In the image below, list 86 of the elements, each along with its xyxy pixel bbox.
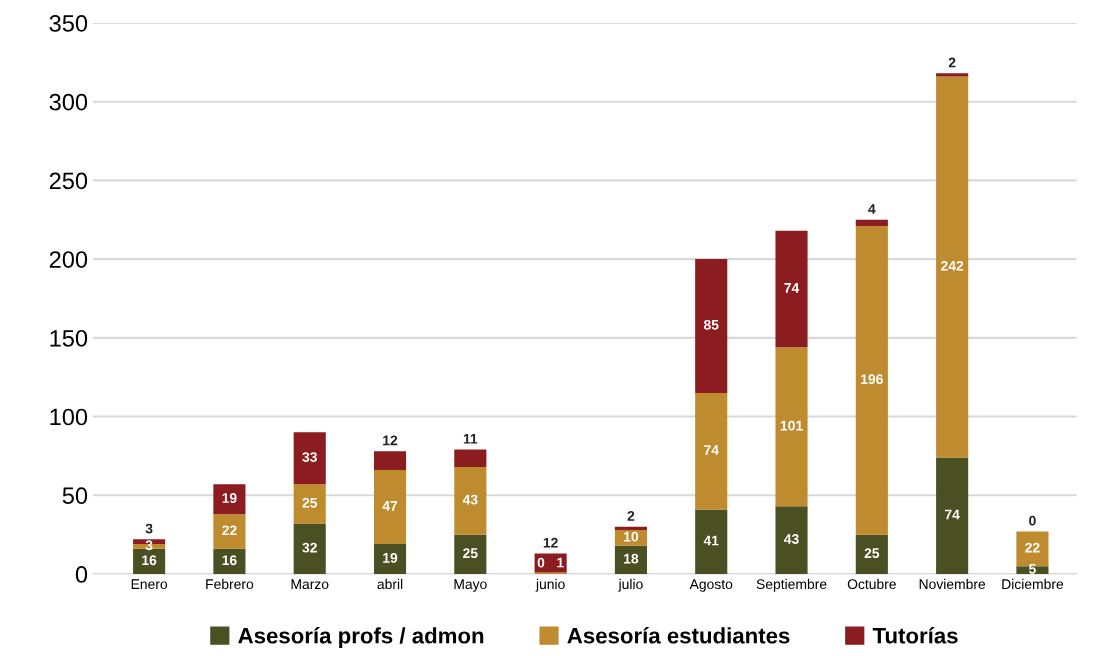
data-label: 18: [624, 553, 639, 564]
data-label: 4: [868, 204, 876, 214]
data-label: 2: [948, 57, 956, 68]
data-label: 33: [302, 452, 317, 463]
bar: [855, 226, 888, 535]
bar: [213, 548, 246, 574]
x-tick-label: Septiembre: [756, 578, 827, 592]
legend-label: Asesoría profs / admon: [238, 627, 484, 648]
data-label: 3: [145, 523, 153, 534]
data-label: 22: [222, 525, 237, 536]
bar: [695, 392, 728, 510]
data-label: 74: [704, 445, 719, 455]
data-label: 43: [784, 534, 799, 544]
data-label: 32: [302, 542, 317, 553]
bar: [614, 526, 647, 530]
x-tick-label: julio: [618, 578, 643, 592]
data-label: 16: [222, 555, 237, 566]
bar: [695, 259, 728, 393]
data-label: 3: [145, 540, 153, 551]
bar: [373, 470, 407, 545]
bar: [775, 230, 808, 348]
bar: [695, 509, 728, 574]
data-label: 41: [703, 535, 719, 546]
data-label: 0: [537, 557, 545, 568]
data-label: 43: [462, 494, 478, 505]
x-tick-label: Febrero: [206, 578, 254, 590]
bar: [454, 534, 487, 574]
x-tick-label: Agosto: [689, 579, 733, 592]
y-tick-label: 250: [49, 172, 88, 190]
bar: [936, 76, 969, 458]
y-tick-label: 0: [75, 566, 88, 583]
data-label: 19: [222, 493, 237, 503]
bar: [454, 466, 487, 535]
bar: [775, 506, 808, 574]
data-label: 22: [1025, 542, 1040, 553]
bar: [293, 523, 326, 574]
bar: [293, 432, 326, 485]
data-label: 74: [784, 283, 800, 293]
data-label: 19: [383, 552, 398, 563]
data-label: 85: [703, 319, 719, 330]
y-tick-label: 50: [62, 487, 88, 505]
bar: [1016, 566, 1049, 574]
bar: [373, 451, 407, 471]
y-tick-label: 100: [50, 408, 88, 426]
bar: [614, 545, 647, 574]
data-label: 196: [861, 374, 883, 385]
y-tick-label: 200: [49, 251, 88, 268]
data-label: 242: [941, 260, 964, 271]
bar: [936, 73, 969, 77]
data-label: 25: [864, 548, 880, 559]
legend-label: Tutorías: [872, 627, 958, 644]
x-tick-label: Enero: [131, 579, 168, 590]
x-tick-label: Noviembre: [919, 578, 986, 590]
x-tick-label: abril: [377, 578, 403, 590]
data-label: 12: [543, 537, 558, 548]
data-label: 10: [624, 531, 639, 542]
data-label: 25: [463, 548, 478, 559]
y-tick-label: 350: [49, 15, 88, 32]
bar: [775, 347, 808, 507]
data-label: 16: [142, 555, 157, 566]
x-tick-label: Octubre: [847, 578, 896, 590]
data-label: 101: [780, 420, 803, 431]
data-label: 74: [945, 509, 960, 520]
x-tick-label: Marzo: [291, 579, 329, 590]
bar: [293, 484, 326, 524]
y-tick-label: 300: [49, 93, 88, 111]
data-label: 1: [557, 557, 564, 568]
x-tick-label: Diciembre: [1002, 578, 1064, 590]
data-label: 11: [463, 434, 478, 444]
legend-label: Asesoría estudiantes: [567, 627, 790, 644]
bar: [373, 544, 407, 574]
x-tick-label: Mayo: [454, 579, 487, 592]
data-label: 12: [383, 435, 398, 446]
bar: [213, 514, 246, 549]
bar: [454, 449, 487, 467]
bar: [855, 219, 888, 227]
x-tick-label: junio: [535, 578, 565, 592]
bar: [213, 484, 246, 515]
data-label: 25: [302, 497, 318, 508]
data-label: 47: [382, 501, 398, 511]
data-label: 5: [1029, 564, 1036, 574]
data-label: 0: [1029, 515, 1036, 526]
bar: [936, 457, 969, 574]
y-tick-label: 150: [50, 329, 88, 347]
data-label: 2: [627, 511, 635, 521]
bar: [855, 534, 888, 574]
